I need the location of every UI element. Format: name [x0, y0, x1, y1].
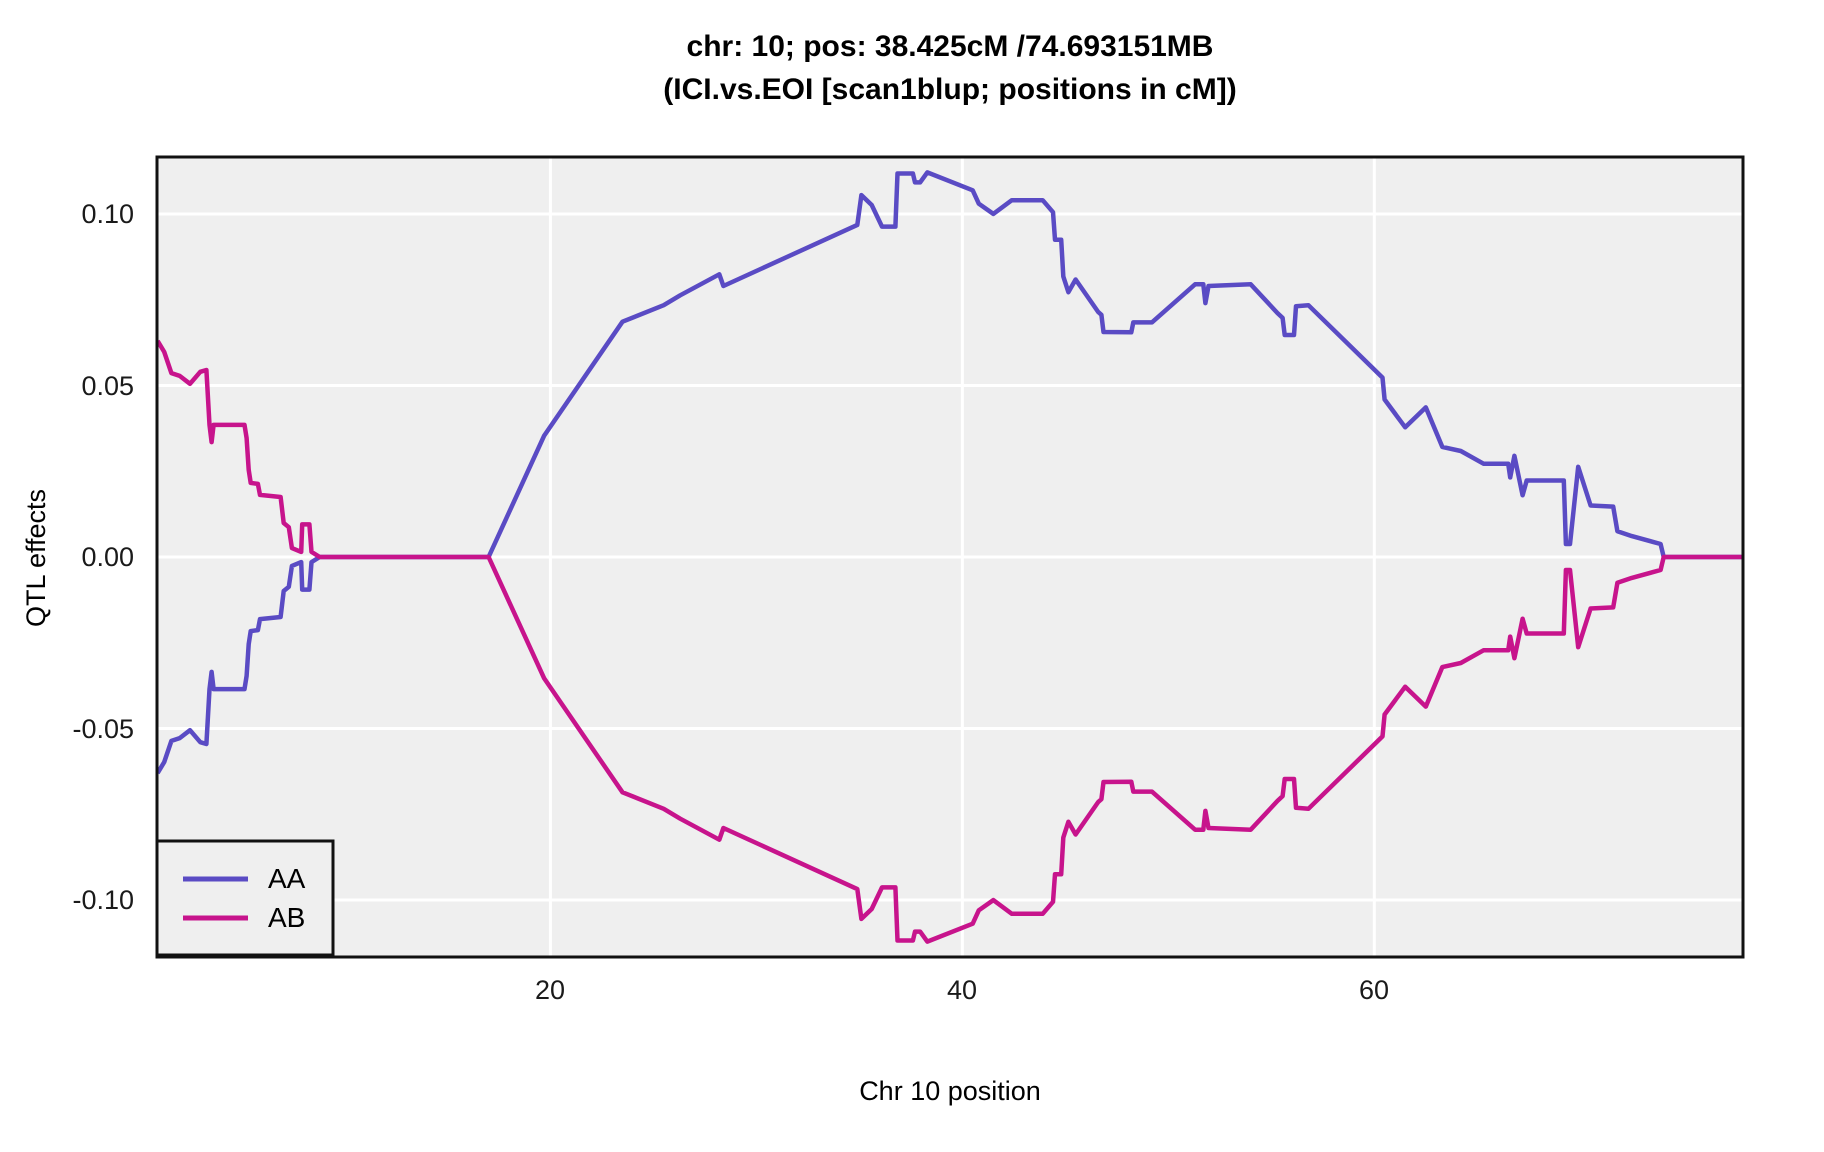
panel-border — [155, 155, 1745, 959]
y-tick-label-0.05: 0.05 — [81, 371, 134, 401]
y-tick-label-0.00: 0.00 — [81, 542, 134, 572]
x-tick-label-20: 20 — [534, 975, 566, 1005]
legend-label-aa: AA — [268, 863, 306, 894]
legend-box — [155, 839, 335, 957]
series-AB-line — [155, 339, 1743, 944]
y-tick-label--0.05: -0.05 — [72, 714, 134, 744]
y-tick-label-0.10: 0.10 — [81, 199, 134, 229]
legend-label-ab: AB — [268, 902, 306, 933]
series-AA-line — [155, 170, 1743, 775]
chart-title-line1: chr: 10; pos: 38.425cM /74.693151MB — [686, 30, 1214, 63]
x-tick-label-40: 40 — [946, 975, 978, 1005]
chart-title-line2: (ICI.vs.EOI [scan1blup; positions in cM]… — [663, 73, 1237, 106]
x-axis-title: Chr 10 position — [859, 1076, 1041, 1106]
x-tick-label-60: 60 — [1358, 975, 1390, 1005]
y-tick-label--0.10: -0.10 — [72, 885, 134, 915]
